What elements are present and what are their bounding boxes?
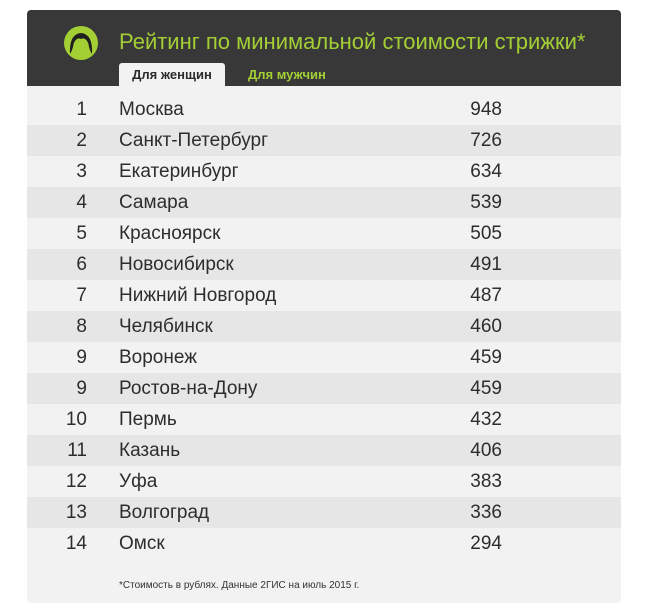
price-cell: 460 xyxy=(470,316,502,337)
city-cell: Самара xyxy=(119,192,189,213)
rank-cell: 9 xyxy=(76,347,87,368)
rating-card: Рейтинг по минимальной стоимости стрижки… xyxy=(27,10,621,603)
table-row: 13 Волгоград 336 xyxy=(27,497,621,528)
price-cell: 383 xyxy=(470,471,502,492)
table-row: 10 Пермь 432 xyxy=(27,404,621,435)
table-row: 7 Нижний Новгород 487 xyxy=(27,280,621,311)
rank-cell: 3 xyxy=(76,161,87,182)
city-cell: Челябинск xyxy=(119,316,213,337)
rank-cell: 13 xyxy=(65,502,87,523)
rank-cell: 1 xyxy=(76,99,87,120)
rank-cell: 4 xyxy=(76,192,87,213)
city-cell: Нижний Новгород xyxy=(119,285,277,306)
table-row: 5 Красноярск 505 xyxy=(27,218,621,249)
price-cell: 948 xyxy=(470,99,502,120)
woman-face-icon xyxy=(64,26,98,60)
city-cell: Ростов-на-Дону xyxy=(119,378,258,399)
rank-cell: 12 xyxy=(65,471,87,492)
price-cell: 539 xyxy=(470,192,502,213)
table-row: 11 Казань 406 xyxy=(27,435,621,466)
price-cell: 726 xyxy=(470,130,502,151)
rank-cell: 10 xyxy=(65,409,87,430)
city-cell: Москва xyxy=(119,99,184,120)
table-row: 9 Воронеж 459 xyxy=(27,342,621,373)
tab-men[interactable]: Для мужчин xyxy=(248,67,326,82)
price-cell: 459 xyxy=(470,378,502,399)
price-cell: 491 xyxy=(470,254,502,275)
rank-cell: 9 xyxy=(76,378,87,399)
price-cell: 406 xyxy=(470,440,502,461)
price-cell: 487 xyxy=(470,285,502,306)
city-cell: Воронеж xyxy=(119,347,197,368)
rank-cell: 7 xyxy=(76,285,87,306)
city-cell: Пермь xyxy=(119,409,177,430)
rank-cell: 11 xyxy=(67,440,87,461)
table-row: 4 Самара 539 xyxy=(27,187,621,218)
city-cell: Красноярск xyxy=(119,223,221,244)
price-cell: 336 xyxy=(470,502,502,523)
table-row: 8 Челябинск 460 xyxy=(27,311,621,342)
table-row: 1 Москва 948 xyxy=(27,94,621,125)
table-row: 14 Омск 294 xyxy=(27,528,621,559)
price-cell: 459 xyxy=(470,347,502,368)
table-row: 12 Уфа 383 xyxy=(27,466,621,497)
city-cell: Омск xyxy=(119,533,165,554)
rank-cell: 6 xyxy=(76,254,87,275)
table-row: 9 Ростов-на-Дону 459 xyxy=(27,373,621,404)
city-cell: Санкт-Петербург xyxy=(119,130,269,151)
city-cell: Уфа xyxy=(119,471,158,492)
city-cell: Казань xyxy=(119,440,181,461)
price-cell: 634 xyxy=(470,161,502,182)
table-row: 2 Санкт-Петербург 726 xyxy=(27,125,621,156)
tab-women[interactable]: Для женщин xyxy=(119,63,225,86)
table-row: 3 Екатеринбург 634 xyxy=(27,156,621,187)
footnote: *Стоимость в рублях. Данные 2ГИС на июль… xyxy=(119,580,360,591)
header: Рейтинг по минимальной стоимости стрижки… xyxy=(27,10,621,86)
city-cell: Новосибирск xyxy=(119,254,234,275)
rank-cell: 14 xyxy=(65,533,87,554)
page-title: Рейтинг по минимальной стоимости стрижки… xyxy=(119,29,586,54)
price-cell: 432 xyxy=(470,409,502,430)
price-cell: 294 xyxy=(470,533,502,554)
rank-cell: 2 xyxy=(76,130,87,151)
city-cell: Екатеринбург xyxy=(119,161,239,182)
rating-table: 1 Москва 948 2 Санкт-Петербург 726 3 Ека… xyxy=(27,94,621,559)
price-cell: 505 xyxy=(470,223,502,244)
rank-cell: 5 xyxy=(76,223,87,244)
city-cell: Волгоград xyxy=(119,502,210,523)
table-row: 6 Новосибирск 491 xyxy=(27,249,621,280)
rank-cell: 8 xyxy=(76,316,87,337)
